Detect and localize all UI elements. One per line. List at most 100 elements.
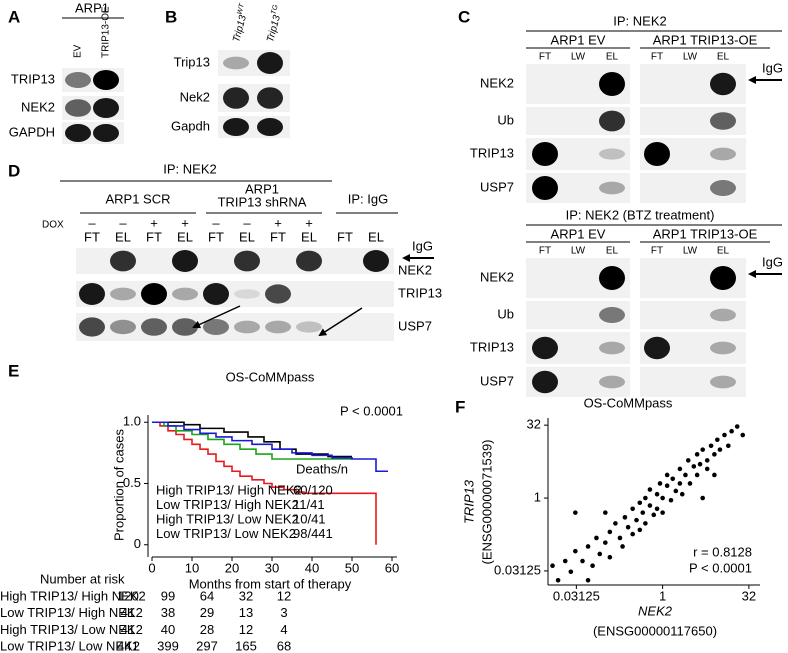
point	[685, 458, 691, 463]
point	[603, 510, 608, 515]
lane-label: Trip13TG	[263, 4, 285, 44]
band	[141, 283, 167, 305]
lane-label-base: Trip13	[231, 14, 249, 44]
marker-label: IgG	[762, 254, 783, 269]
legend-deaths: 10/41	[293, 511, 326, 526]
blot	[76, 313, 394, 341]
row-label: USP7	[398, 318, 432, 333]
panel-letter: B	[165, 7, 177, 26]
lane-label: FT	[84, 229, 100, 244]
band	[223, 87, 249, 109]
band	[223, 56, 249, 70]
point	[585, 544, 591, 549]
x-tick-label: 10	[185, 560, 199, 575]
legend-label: High TRIP13/ High NEK2	[156, 482, 302, 497]
row-label: TRIP13	[470, 339, 514, 354]
table-cell: 441	[117, 639, 139, 653]
survival-curve	[152, 421, 352, 460]
x-tick-label: 40	[305, 560, 319, 575]
band	[710, 72, 736, 96]
row-label: Gapdh	[171, 118, 210, 133]
band	[110, 250, 136, 272]
panel-letter: A	[8, 7, 20, 26]
point	[651, 512, 657, 518]
point	[634, 517, 639, 523]
band	[265, 320, 291, 334]
point	[683, 472, 688, 478]
legend-deaths: 60/120	[293, 482, 333, 497]
band	[93, 124, 119, 142]
point	[647, 503, 653, 508]
band	[532, 370, 558, 394]
table-cell: 41	[121, 605, 135, 620]
band	[203, 319, 229, 335]
point	[679, 491, 685, 497]
band	[110, 287, 136, 301]
band	[296, 250, 322, 272]
band	[599, 181, 625, 195]
band	[265, 284, 291, 304]
survival-curve	[152, 421, 377, 545]
point	[603, 540, 608, 545]
point	[643, 495, 648, 501]
band	[532, 336, 558, 360]
y-tick-label: 32	[527, 417, 541, 432]
table-cell: 12	[277, 588, 291, 603]
point	[697, 461, 703, 467]
point	[704, 466, 710, 472]
point	[555, 578, 561, 583]
band	[710, 341, 736, 355]
dox-sign: +	[305, 215, 313, 230]
band	[257, 118, 283, 136]
point	[580, 558, 585, 564]
row-label: GAPDH	[9, 124, 55, 139]
annotation: P < 0.0001	[689, 560, 752, 575]
blot	[640, 367, 746, 397]
rule	[318, 307, 363, 337]
y-axis-title: (ENSG00000071539)	[479, 439, 494, 564]
point	[708, 443, 714, 449]
point	[734, 424, 740, 429]
point	[637, 500, 643, 506]
lane-label: EL	[239, 229, 255, 244]
lane-label: FT	[208, 229, 224, 244]
band	[234, 320, 260, 334]
dox-sign: –	[119, 215, 127, 230]
table-cell: 165	[235, 639, 257, 653]
chart-title: OS-CoMMpass	[226, 369, 315, 384]
row-label: NEK2	[480, 269, 514, 284]
point	[712, 452, 717, 457]
point	[607, 554, 613, 560]
point	[640, 510, 646, 515]
lane-label: EL	[606, 52, 619, 63]
table-cell: 40	[161, 622, 175, 637]
band	[93, 98, 119, 118]
band	[65, 124, 91, 142]
x-axis-title: Months from start of therapy	[189, 576, 352, 591]
lane-label: EL	[177, 229, 193, 244]
point	[673, 488, 679, 494]
point	[654, 491, 660, 497]
band	[223, 118, 249, 136]
point	[613, 521, 618, 526]
point	[620, 544, 625, 549]
band	[710, 308, 736, 322]
y-tick-label: 0.03125	[494, 562, 541, 577]
band	[644, 142, 670, 166]
point	[607, 529, 613, 535]
lane-label: EL	[115, 229, 131, 244]
lane-label: LW	[571, 52, 586, 63]
point	[726, 443, 731, 449]
point	[643, 521, 648, 526]
legend-deaths: 98/441	[293, 526, 333, 541]
table-cell: 399	[157, 639, 179, 653]
row-label: NEK2	[480, 75, 514, 90]
point	[700, 447, 705, 452]
blot	[76, 281, 394, 307]
row-label: NEK2	[398, 262, 432, 277]
point	[647, 487, 653, 492]
point	[654, 506, 660, 512]
x-tick-label: 30	[265, 560, 279, 575]
band	[234, 289, 260, 299]
